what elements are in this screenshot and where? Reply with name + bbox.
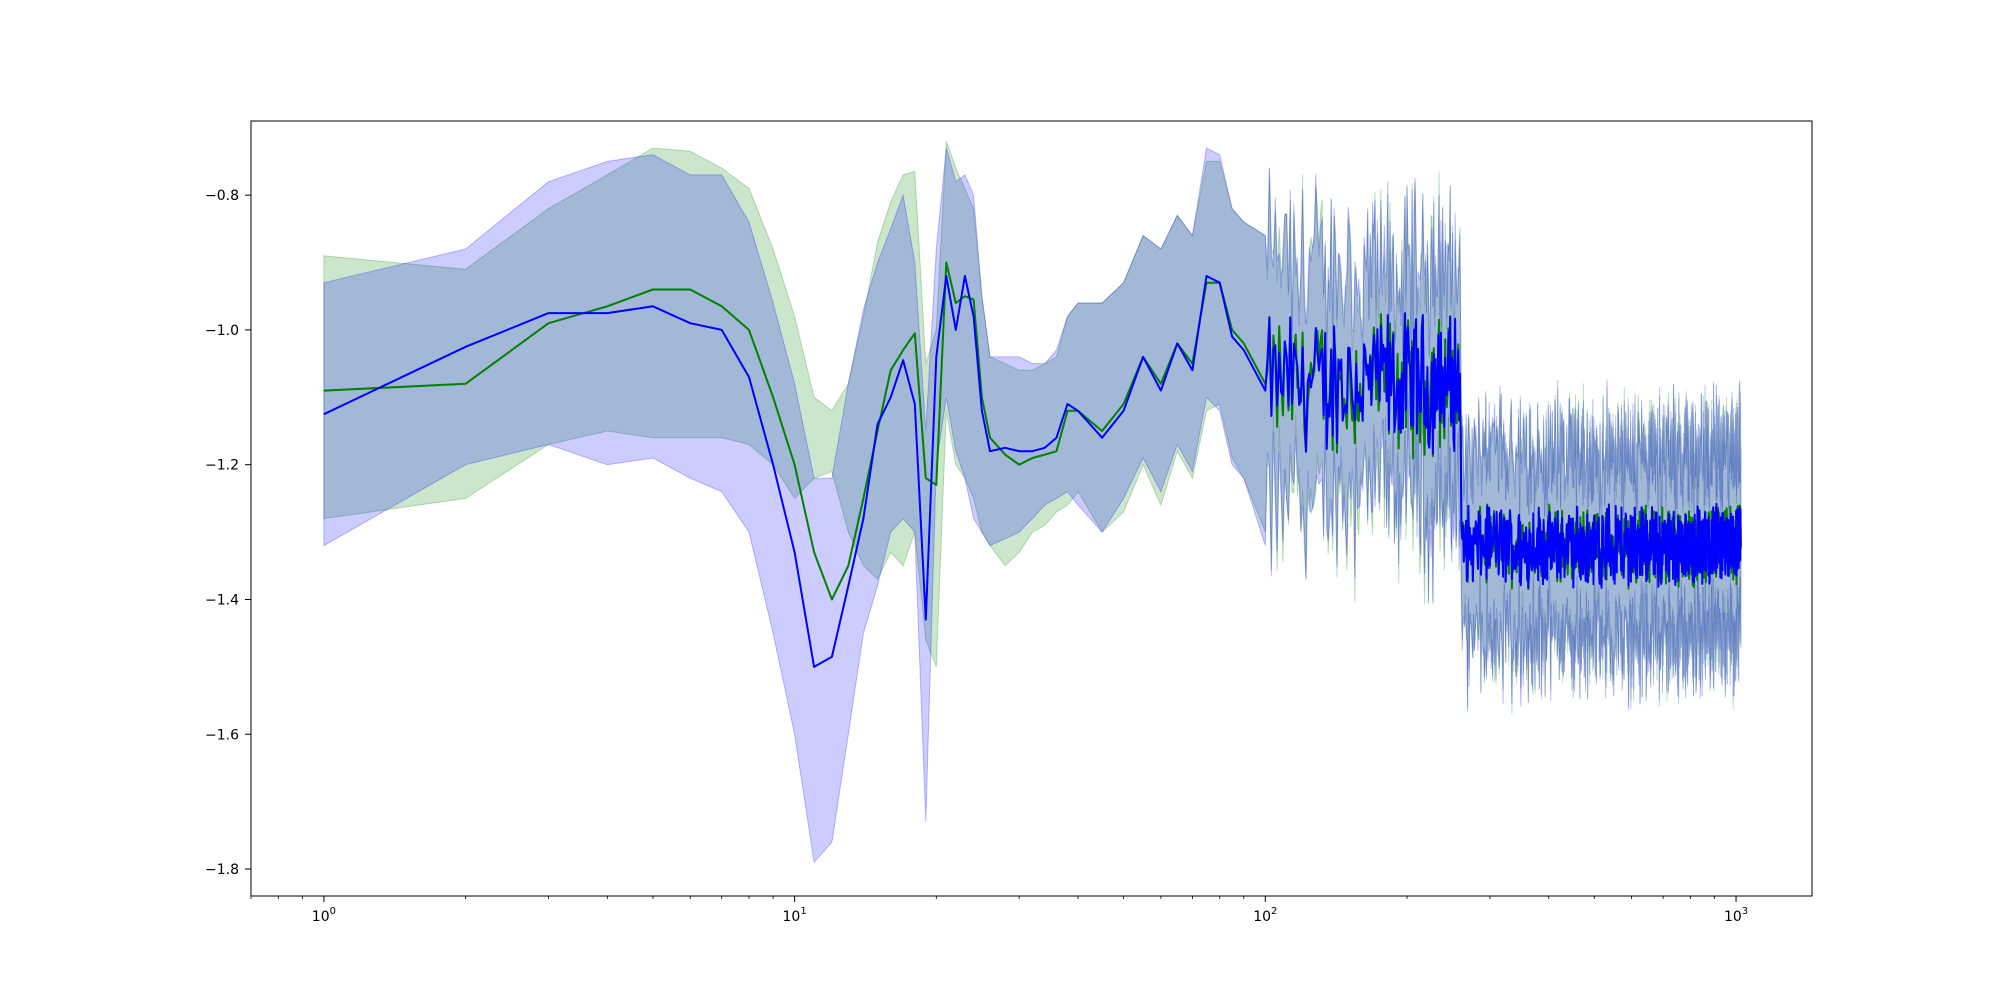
y-tick-label: −0.8	[205, 188, 239, 204]
y-tick-label: −1.0	[205, 323, 239, 339]
plot-area-frame	[250, 120, 1813, 897]
y-tick-label: −1.6	[205, 727, 239, 743]
x-tick-label: 103	[1724, 906, 1748, 925]
x-tick-label: 100	[312, 906, 336, 925]
x-tick-label: 101	[783, 906, 807, 925]
y-tick-label: −1.8	[205, 862, 239, 878]
series-1-band	[323, 141, 1742, 714]
y-tick-label: −1.2	[205, 458, 239, 474]
y-tick-label: −1.4	[205, 592, 239, 608]
y-axis: −0.8 −1.0 −1.2 −1.4 −1.6 −1.8	[205, 188, 251, 878]
x-tick-label: 102	[1253, 906, 1277, 925]
series-lines	[323, 261, 1742, 668]
series-2-line	[323, 275, 1742, 668]
plot-area-background	[251, 121, 1812, 896]
x-axis: 100 101 102 103	[250, 896, 1748, 925]
